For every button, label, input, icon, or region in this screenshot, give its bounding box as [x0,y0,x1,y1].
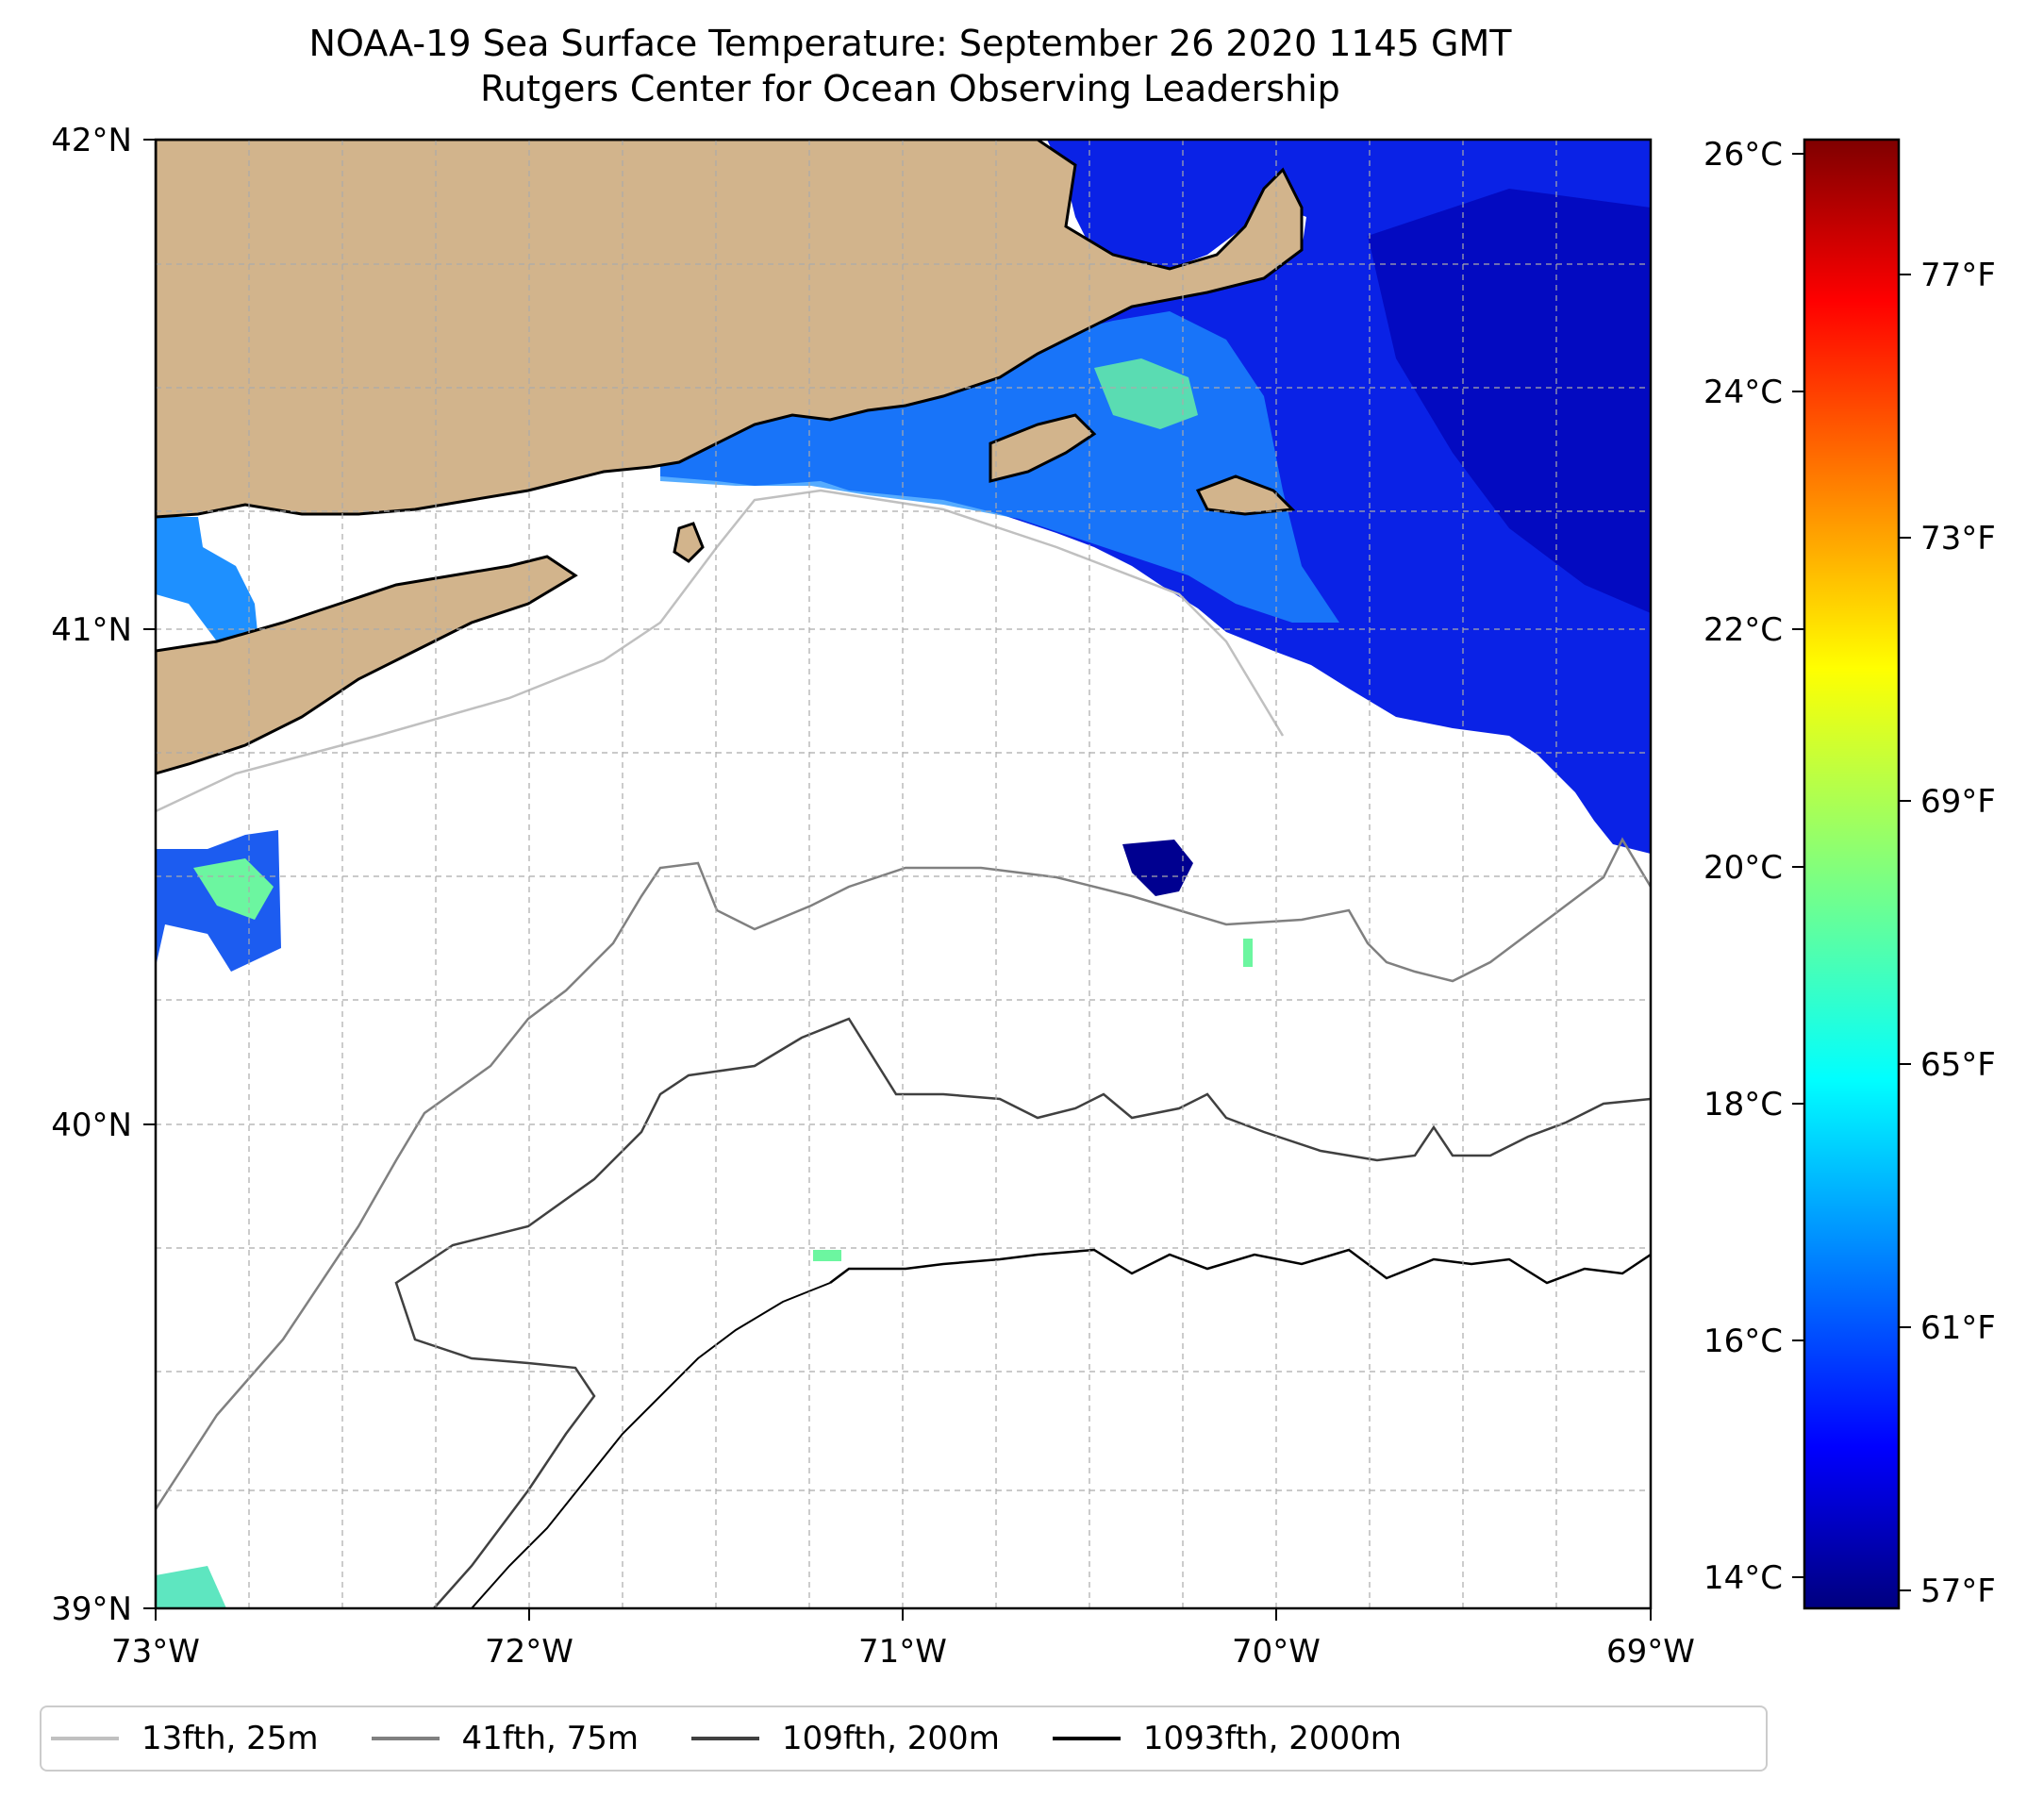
colorbar-ticks [1792,153,1911,1591]
contour-200m [394,1017,1651,1608]
lat-label-39: 39°N [51,1590,132,1628]
colorbar-gradient [1803,138,1901,1610]
lon-label-71: 71°W [858,1633,947,1671]
legend-entry-2000m: 1093fth, 2000m [1052,1720,1402,1757]
colorbar-celsius-18: 18°C [1703,1086,1783,1123]
contour-2000m-west [471,1282,831,1608]
sst-patch-small [1243,939,1253,967]
lon-label-69: 69°W [1606,1633,1695,1671]
land-layer [156,140,1304,775]
contour-2000m [829,1248,1651,1285]
sst-patch-green [1094,358,1198,429]
legend-line-75m [371,1737,440,1740]
colorbar-fahrenheit-57: 57°F [1920,1572,1996,1610]
colorbar-fahrenheit-69: 69°F [1920,783,1996,821]
contour-legend: 13fth, 25m 41fth, 75m 109fth, 200m 1093f… [40,1705,1768,1772]
sst-patch-sw-corner [156,1566,226,1608]
lat-label-41: 41°N [51,611,132,649]
contour-75m [156,837,1651,1510]
sst-patch-mid [1122,840,1193,896]
axis-ticks [143,139,1652,1621]
sst-patch-tiny [813,1250,841,1261]
colorbar-fahrenheit-73: 73°F [1920,520,1996,557]
legend-label-2000m: 1093fth, 2000m [1142,1720,1402,1757]
title-line-1: NOAA-19 Sea Surface Temperature: Septemb… [308,23,1512,64]
colorbar: 26°C 24°C 22°C 20°C 18°C 16°C 14°C 77°F … [1703,136,1996,1610]
sst-patch-west-2-green [193,858,274,920]
colorbar-celsius-14: 14°C [1703,1559,1783,1597]
legend-line-25m [51,1737,119,1740]
land-block-island [673,522,705,563]
lon-label-70: 70°W [1232,1633,1321,1671]
colorbar-fahrenheit-65: 65°F [1920,1046,1996,1084]
colorbar-fahrenheit-77: 77°F [1920,257,1996,294]
legend-line-200m [691,1737,760,1740]
bathymetry-contours [156,489,1651,1608]
map-area: 42°N 41°N 40°N 39°N 73°W 72°W 71°W 70°W … [51,122,1695,1671]
land-mainland [156,140,1304,519]
legend-entry-200m: 109fth, 200m [691,1720,1000,1757]
land-nantucket [1195,474,1296,516]
colorbar-celsius-20: 20°C [1703,849,1783,887]
colorbar-celsius-22: 22°C [1703,611,1783,649]
map-title: NOAA-19 Sea Surface Temperature: Septemb… [0,21,1820,111]
lat-label-40: 40°N [51,1106,132,1144]
sst-patch-dark-east [1368,189,1651,613]
colorbar-fahrenheit-61: 61°F [1920,1309,1996,1347]
contour-25m [156,489,1285,813]
legend-entry-25m: 13fth, 25m [51,1720,319,1757]
land-martha-vineyard [989,413,1097,483]
legend-label-75m: 41fth, 75m [461,1720,640,1757]
grid-lines [156,140,1651,1608]
colorbar-celsius-26: 26°C [1703,136,1783,174]
title-line-2: Rutgers Center for Ocean Observing Leade… [480,68,1340,109]
land-long-island [156,555,578,775]
legend-label-200m: 109fth, 200m [782,1720,1000,1757]
lon-label-72: 72°W [485,1633,573,1671]
lon-label-73: 73°W [111,1633,200,1671]
legend-label-25m: 13fth, 25m [141,1720,319,1757]
lat-label-42: 42°N [51,122,132,159]
colorbar-celsius-24: 24°C [1703,374,1783,411]
legend-line-2000m [1052,1737,1121,1740]
sst-patch-west-1 [156,517,259,651]
legend-entry-75m: 41fth, 75m [371,1720,640,1757]
colorbar-celsius-16: 16°C [1703,1323,1783,1360]
